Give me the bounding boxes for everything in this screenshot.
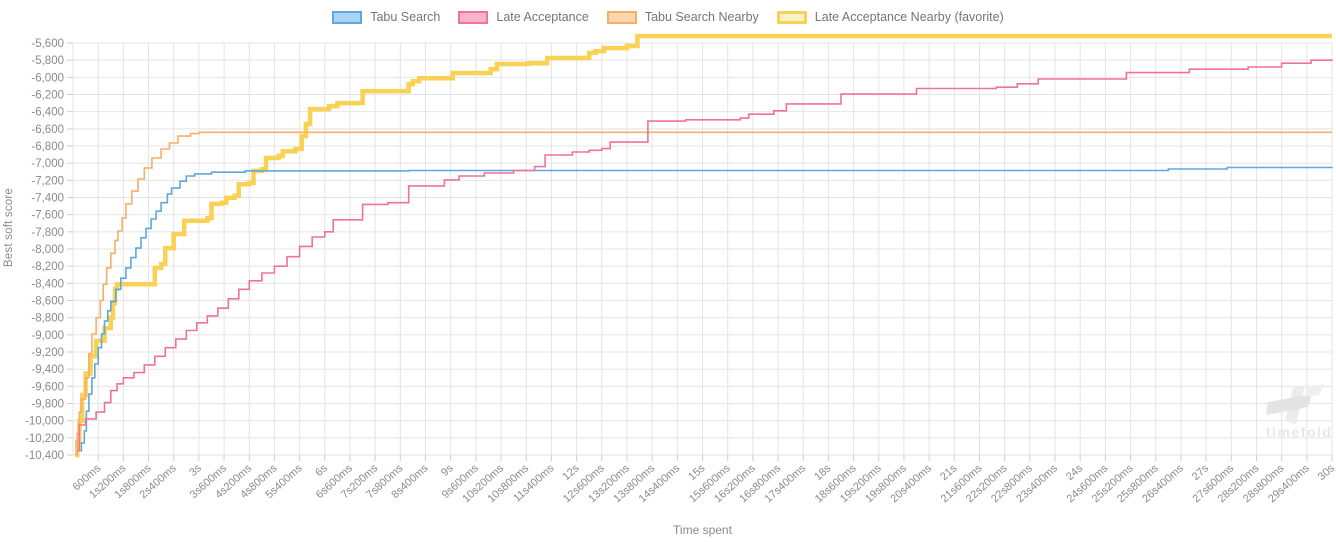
legend-swatch-icon	[606, 10, 637, 24]
legend-item-late-acceptance[interactable]: Late Acceptance	[458, 10, 589, 24]
y-tick-label: -6,800	[31, 141, 64, 153]
legend-item-late-acceptance-nearby-favorite[interactable]: Late Acceptance Nearby (favorite)	[776, 10, 1004, 24]
timefold-watermark: timefold	[1266, 384, 1332, 440]
x-tick-label: 30s	[1316, 462, 1336, 483]
y-tick-label: -8,800	[31, 313, 64, 325]
y-tick-label: -5,600	[31, 38, 64, 50]
y-tick-label: -8,600	[31, 296, 64, 308]
x-tick-label: 6s	[313, 462, 330, 479]
y-tick-label: -7,800	[31, 227, 64, 239]
y-tick-label: -7,600	[31, 210, 64, 222]
y-tick-label: -10,400	[25, 450, 64, 462]
series-line-tabu-search	[79, 166, 1333, 452]
legend-label: Tabu Search	[370, 10, 441, 24]
legend-label: Late Acceptance Nearby (favorite)	[814, 10, 1004, 24]
y-tick-label: -8,200	[31, 261, 64, 273]
y-tick-label: -9,600	[31, 381, 64, 393]
series-line-late-acceptance-nearby-favorite	[74, 33, 1332, 458]
series-line-late-acceptance	[77, 59, 1333, 452]
y-tick-label: -10,000	[25, 416, 64, 428]
y-tick-label: -9,800	[31, 399, 64, 411]
y-tick-label: -6,400	[31, 107, 64, 119]
y-tick-label: -6,200	[31, 90, 64, 102]
y-axis-title: Best soft score	[3, 188, 15, 268]
x-axis-title: Time spent	[673, 523, 732, 537]
legend-item-tabu-search-nearby[interactable]: Tabu Search Nearby	[606, 10, 759, 24]
x-tick-label: 3s	[187, 462, 204, 479]
chart-legend: Tabu Search Late Acceptance Tabu Search Ne…	[0, 6, 1336, 28]
y-tick-label: -7,000	[31, 158, 64, 170]
watermark-text: timefold	[1266, 424, 1332, 440]
timefold-logo-icon	[1266, 394, 1312, 415]
y-tick-label: -7,200	[31, 175, 64, 187]
legend-swatch-icon	[458, 10, 489, 24]
legend-swatch-icon	[776, 10, 807, 24]
legend-label: Late Acceptance	[496, 10, 589, 24]
y-tick-label: -8,400	[31, 278, 64, 290]
legend-item-tabu-search[interactable]: Tabu Search	[332, 10, 440, 24]
x-tick-label: 9s	[439, 462, 456, 479]
series-line-tabu-search-nearby	[75, 131, 1332, 456]
y-tick-label: -6,600	[31, 124, 64, 136]
y-tick-label: -9,000	[31, 330, 64, 342]
y-tick-label: -10,200	[25, 433, 64, 445]
y-tick-label: -8,000	[31, 244, 64, 256]
y-tick-label: -5,800	[31, 55, 64, 67]
timefold-logo-icon	[1304, 384, 1324, 397]
y-tick-label: -9,400	[31, 364, 64, 376]
y-tick-label: -9,200	[31, 347, 64, 359]
legend-swatch-icon	[332, 10, 363, 24]
y-tick-label: -6,000	[31, 72, 64, 84]
legend-label: Tabu Search Nearby	[644, 10, 759, 24]
y-tick-label: -7,400	[31, 193, 64, 205]
